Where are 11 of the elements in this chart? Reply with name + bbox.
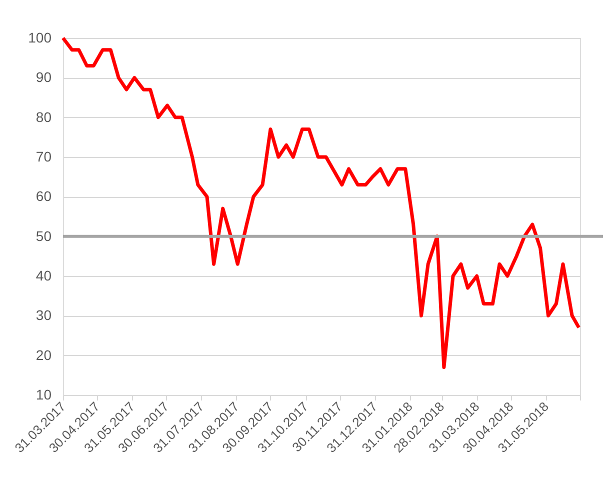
y-tick-label: 40 — [36, 268, 52, 284]
y-tick-label: 80 — [36, 108, 52, 125]
y-tick-label: 60 — [36, 188, 52, 204]
y-tick-label: 10 — [36, 386, 52, 402]
y-tick-label: 30 — [36, 307, 52, 324]
y-tick-label: 100 — [28, 30, 52, 46]
y-tick-label: 20 — [36, 346, 52, 363]
y-tick-label: 50 — [36, 228, 52, 244]
line-series — [61, 36, 581, 369]
y-tick-label: 70 — [36, 148, 52, 164]
y-tick-label: 90 — [36, 69, 52, 86]
